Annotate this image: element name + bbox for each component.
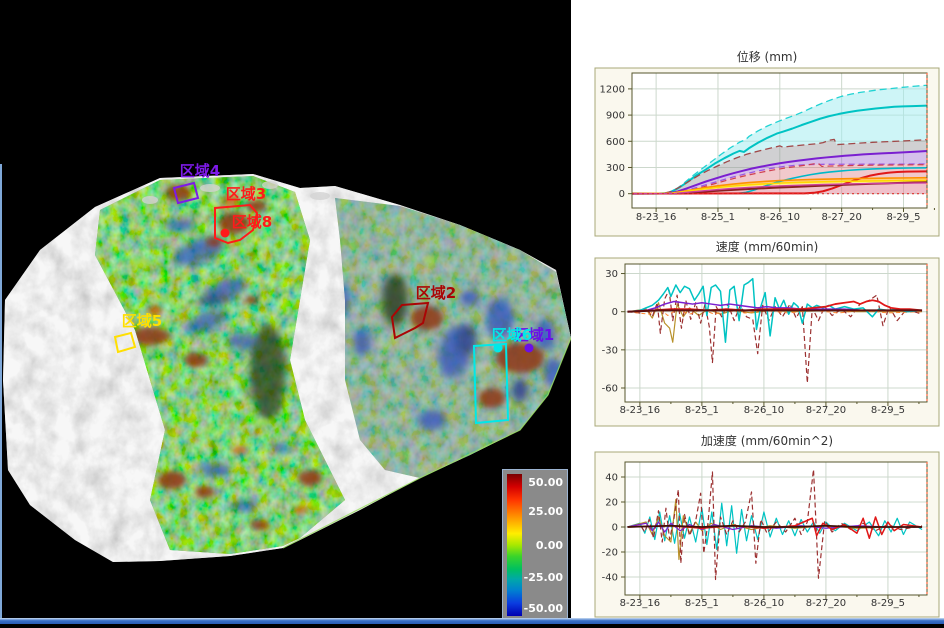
chart-title-displacement: 位移 (mm) bbox=[737, 49, 798, 64]
terrain-3d-viewport[interactable]: 区域4 区域3 区域8 区域5 区域2 区域1 区域6 50.00 25.00 0.00 -… bbox=[0, 0, 572, 624]
region-label-region-8: 区域8 bbox=[232, 213, 272, 231]
region-outline-region-5[interactable] bbox=[113, 331, 137, 354]
colorbar-label-zero: 0.00 bbox=[535, 539, 563, 552]
x-tick-label: 8-23_16 bbox=[636, 212, 676, 223]
region-marker-region-8[interactable] bbox=[220, 228, 230, 238]
y-tick-label: -40 bbox=[602, 573, 618, 584]
region-outline-region-4[interactable] bbox=[172, 181, 200, 205]
colorbar-legend: 50.00 25.00 0.00 -25.00 -50.00 bbox=[502, 469, 568, 620]
series-envelope-brown bbox=[632, 138, 928, 195]
x-tick-label: 8-27_20 bbox=[806, 598, 846, 609]
colorbar-label-min: -50.00 bbox=[523, 602, 563, 615]
y-tick-label: -20 bbox=[602, 548, 618, 559]
series-disp-yellow bbox=[631, 179, 928, 195]
series-acc-darkred-dashed bbox=[627, 468, 923, 581]
y-tick-label: -60 bbox=[602, 384, 618, 395]
series-disp-orange bbox=[631, 176, 928, 195]
y-tick-label: -30 bbox=[602, 345, 618, 356]
terrain-ridge-highlights bbox=[142, 181, 330, 204]
plot-border bbox=[624, 263, 928, 403]
x-tick-label: 8-26_10 bbox=[744, 405, 784, 416]
x-tick-label: 8-29_5 bbox=[871, 405, 905, 416]
series-envelope-purple bbox=[631, 163, 928, 195]
region-marker-region-6[interactable] bbox=[493, 343, 503, 353]
series-envelope-upper-cyan bbox=[632, 84, 928, 195]
chart-acceleration[interactable]: 8-23_16 8-25_1 8-26_10 8-27_20 8-29_5 40 20 0 -2… bbox=[602, 461, 928, 609]
series-vel-darkred-dashed bbox=[627, 289, 923, 384]
y-tick-label: 1200 bbox=[600, 84, 625, 95]
terrain-boundary-edge bbox=[282, 337, 572, 549]
charts-panel: 位移 (mm) 8-23_16 8-25_1 8-26_10 8-27_20 8-29_… bbox=[571, 0, 944, 624]
chart-velocity[interactable]: 8-23_16 8-25_1 8-26_10 8-27_20 8-29_5 30 0 -30 -… bbox=[602, 263, 928, 416]
series-vel-cyan bbox=[627, 277, 923, 343]
region-outline-region-2[interactable] bbox=[390, 301, 430, 340]
colorbar-label-p25: 25.00 bbox=[528, 505, 563, 518]
y-tick-label: 20 bbox=[605, 498, 618, 509]
plot-border bbox=[631, 72, 928, 209]
region-label-region-3: 区域3 bbox=[226, 185, 266, 203]
x-tick-label: 8-29_5 bbox=[871, 598, 905, 609]
series-vel-purple bbox=[627, 300, 923, 313]
series-area bbox=[632, 139, 927, 194]
y-tick-label: 0 bbox=[619, 189, 625, 200]
window-border-bottom bbox=[0, 618, 944, 624]
series-disp-magenta bbox=[631, 182, 928, 195]
chart-displacement[interactable]: 8-23_16 8-25_1 8-26_10 8-27_20 8-29_5 0 300 600… bbox=[600, 72, 935, 223]
series-disp-cyan bbox=[632, 104, 928, 195]
y-tick-label: 600 bbox=[606, 137, 625, 148]
x-tick-label: 8-26_10 bbox=[744, 598, 784, 609]
charts-canvas: 位移 (mm) 8-23_16 8-25_1 8-26_10 8-27_20 8-29_… bbox=[594, 49, 940, 618]
chart-title-acceleration: 加速度 (mm/60min^2) bbox=[701, 433, 833, 448]
x-tick-label: 8-27_20 bbox=[806, 405, 846, 416]
series-vel-dark bbox=[627, 309, 923, 313]
colorbar-gradient bbox=[507, 474, 522, 616]
y-tick-label: 30 bbox=[605, 269, 618, 280]
x-tick-label: 8-25_1 bbox=[685, 405, 719, 416]
y-tick-label: 900 bbox=[606, 111, 625, 122]
x-tick-label: 8-23_16 bbox=[620, 405, 660, 416]
series-disp-purple bbox=[631, 149, 928, 195]
colorbar-label-max: 50.00 bbox=[528, 476, 563, 489]
colorbar-label-n25: -25.00 bbox=[523, 571, 563, 584]
y-tick-label: 0 bbox=[612, 307, 618, 318]
window-border-left bbox=[0, 164, 2, 620]
x-tick-label: 8-26_10 bbox=[760, 212, 800, 223]
series-acc-dark bbox=[627, 524, 923, 528]
series-area bbox=[632, 150, 927, 194]
region-label-region-5: 区域5 bbox=[122, 312, 162, 330]
chart-title-velocity: 速度 (mm/60min) bbox=[716, 239, 819, 254]
y-tick-label: 0 bbox=[612, 523, 618, 534]
x-tick-label: 8-23_16 bbox=[620, 598, 660, 609]
y-tick-label: 40 bbox=[605, 473, 618, 484]
region-label-region-1: 区域1 bbox=[514, 326, 554, 344]
x-tick-label: 8-27_20 bbox=[821, 212, 861, 223]
region-label-region-2: 区域2 bbox=[416, 284, 456, 302]
region-label-region-6: 区域6 bbox=[492, 326, 532, 344]
region-marker-region-1[interactable] bbox=[524, 343, 534, 353]
x-tick-label: 8-25_1 bbox=[685, 598, 719, 609]
x-tick-label: 8-25_1 bbox=[701, 212, 735, 223]
y-tick-label: 300 bbox=[606, 163, 625, 174]
region-label-region-4: 区域4 bbox=[180, 162, 220, 180]
x-tick-label: 8-29_5 bbox=[886, 212, 920, 223]
region-outline-region-3[interactable] bbox=[214, 203, 259, 245]
